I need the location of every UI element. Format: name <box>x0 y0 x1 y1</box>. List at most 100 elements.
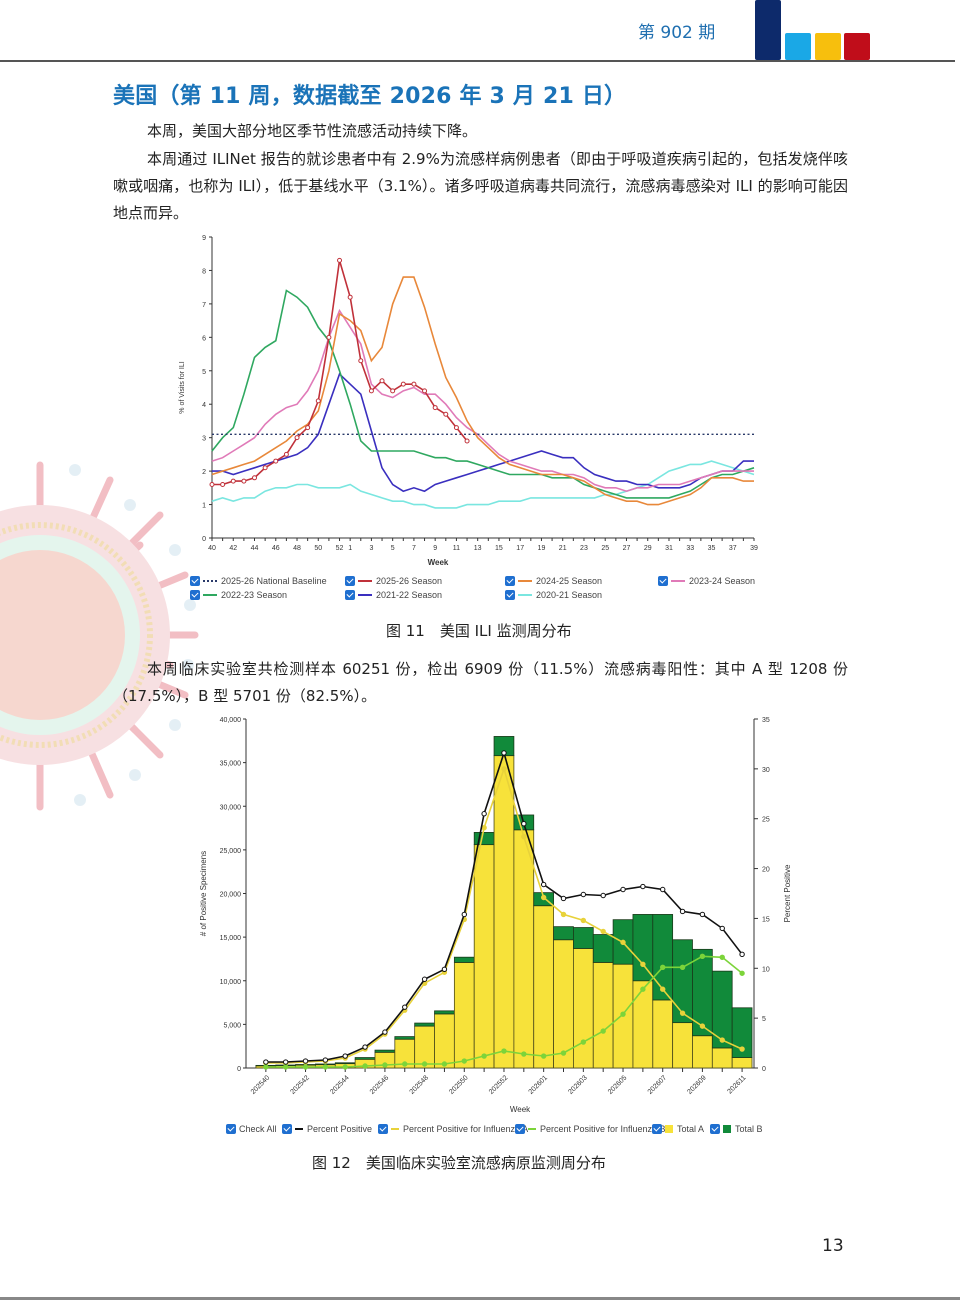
svg-text:15: 15 <box>762 916 770 923</box>
svg-text:8: 8 <box>202 268 206 275</box>
svg-text:5: 5 <box>391 545 395 552</box>
legend-label: Total A <box>677 1124 705 1134</box>
legend-item-percent-positive-for-influenza-b[interactable]: Percent Positive for Influenza B <box>515 1124 666 1134</box>
svg-text:39: 39 <box>750 545 758 552</box>
checkbox-checked-icon[interactable] <box>190 576 200 586</box>
svg-text:202611: 202611 <box>726 1074 747 1095</box>
checkbox-checked-icon[interactable] <box>345 590 355 600</box>
legend-item-2020-21-season[interactable]: 2020-21 Season <box>505 590 602 600</box>
checkbox-checked-icon[interactable] <box>515 1124 525 1134</box>
legend-item-2021-22-season[interactable]: 2021-22 Season <box>345 590 442 600</box>
svg-text:9: 9 <box>202 235 206 242</box>
svg-text:202544: 202544 <box>329 1074 351 1096</box>
logo-bar-cyan <box>785 33 811 60</box>
legend-item-total-a[interactable]: Total A <box>652 1124 704 1134</box>
legend-item-2022-23-season[interactable]: 2022-23 Season <box>190 590 287 600</box>
legend-item-check-all[interactable]: Check All <box>226 1124 277 1134</box>
legend-swatch <box>391 1128 399 1130</box>
svg-text:202607: 202607 <box>647 1074 669 1096</box>
figure12-caption: 图 12 美国临床实验室流感病原监测周分布 <box>312 1154 606 1172</box>
legend-swatch <box>671 580 685 582</box>
svg-text:7: 7 <box>202 302 206 309</box>
svg-text:202548: 202548 <box>409 1074 431 1096</box>
svg-text:0: 0 <box>202 536 206 543</box>
svg-text:35: 35 <box>762 717 770 724</box>
legend-item-2025-26-season[interactable]: 2025-26 Season <box>345 576 442 586</box>
svg-text:202550: 202550 <box>448 1074 470 1096</box>
legend-swatch <box>358 580 372 582</box>
svg-text:27: 27 <box>623 545 631 552</box>
svg-text:20,000: 20,000 <box>220 892 242 899</box>
svg-text:202542: 202542 <box>289 1074 311 1096</box>
svg-text:202605: 202605 <box>607 1074 629 1096</box>
svg-text:1: 1 <box>202 503 206 510</box>
paragraph-ili: 本周通过 ILINet 报告的就诊患者中有 2.9%为流感样病例患者（即由于呼吸… <box>113 150 848 222</box>
legend-item-percent-positive[interactable]: Percent Positive <box>282 1124 372 1134</box>
svg-text:30,000: 30,000 <box>220 804 242 811</box>
legend-label: Percent Positive <box>307 1124 373 1134</box>
svg-text:20: 20 <box>762 867 770 874</box>
issue-number: 第 902 期 <box>638 23 716 43</box>
legend-swatch <box>295 1128 303 1130</box>
checkbox-checked-icon[interactable] <box>658 576 668 586</box>
legend-item-percent-positive-for-influenza-a[interactable]: Percent Positive for Influenza A <box>378 1124 528 1134</box>
checkbox-checked-icon[interactable] <box>710 1124 720 1134</box>
svg-text:10,000: 10,000 <box>220 979 242 986</box>
checkbox-checked-icon[interactable] <box>652 1124 662 1134</box>
legend-label: Check All <box>239 1124 277 1134</box>
svg-text:10: 10 <box>762 966 770 973</box>
svg-text:25: 25 <box>601 545 609 552</box>
svg-text:202601: 202601 <box>528 1074 550 1096</box>
checkbox-checked-icon[interactable] <box>345 576 355 586</box>
legend-item-2024-25-season[interactable]: 2024-25 Season <box>505 576 602 586</box>
legend-label: 2024-25 Season <box>536 576 603 586</box>
svg-text:6: 6 <box>202 335 206 342</box>
svg-text:4: 4 <box>202 402 206 409</box>
legend-label: Percent Positive for Influenza A <box>403 1124 529 1134</box>
paragraph-summary: 本周，美国大部分地区季节性流感活动持续下降。 <box>147 122 478 140</box>
legend-label: 2023-24 Season <box>689 576 756 586</box>
svg-text:Week: Week <box>510 1105 531 1114</box>
svg-text:42: 42 <box>229 545 237 552</box>
legend-item-total-b[interactable]: Total B <box>710 1124 763 1134</box>
paragraph-lab: 本周临床实验室共检测样本 60251 份，检出 6909 份（11.5%）流感病… <box>113 660 848 705</box>
legend-swatch <box>518 594 532 596</box>
svg-text:25,000: 25,000 <box>220 848 242 855</box>
svg-text:21: 21 <box>559 545 567 552</box>
checkbox-checked-icon[interactable] <box>190 590 200 600</box>
legend-label: 2021-22 Season <box>376 590 443 600</box>
legend-swatch <box>528 1128 536 1130</box>
legend-label: 2020-21 Season <box>536 590 603 600</box>
checkbox-checked-icon[interactable] <box>505 590 515 600</box>
svg-text:% of Visits for ILI: % of Visits for ILI <box>179 361 186 413</box>
legend-item-2023-24-season[interactable]: 2023-24 Season <box>658 576 755 586</box>
checkbox-checked-icon[interactable] <box>505 576 515 586</box>
svg-text:7: 7 <box>412 545 416 552</box>
svg-text:202540: 202540 <box>250 1074 272 1096</box>
svg-text:50: 50 <box>314 545 322 552</box>
svg-text:# of Positive Specimens: # of Positive Specimens <box>199 851 208 936</box>
svg-text:29: 29 <box>644 545 652 552</box>
svg-text:40: 40 <box>208 545 216 552</box>
svg-text:48: 48 <box>293 545 301 552</box>
svg-text:Percent Positive: Percent Positive <box>783 864 792 922</box>
svg-text:202552: 202552 <box>488 1074 510 1096</box>
legend-item-2025-26-national-baseline[interactable]: 2025-26 National Baseline <box>190 576 327 586</box>
legend-label: 2022-23 Season <box>221 590 288 600</box>
lab-bar-chart: 0 5,000 10,000 15,000 20,000 25,000 30,000 35,0… <box>199 717 792 1114</box>
figure11-caption: 图 11 美国 ILI 监测周分布 <box>386 622 572 640</box>
svg-text:5,000: 5,000 <box>223 1022 241 1029</box>
logo-bar-red <box>844 33 870 60</box>
svg-text:202609: 202609 <box>686 1074 708 1096</box>
svg-text:Week: Week <box>428 558 449 567</box>
footer-divider <box>0 1297 960 1300</box>
legend-swatch <box>358 594 372 596</box>
svg-text:202546: 202546 <box>369 1074 391 1096</box>
page-number: 13 <box>822 1236 844 1256</box>
checkbox-checked-icon[interactable] <box>226 1124 236 1134</box>
checkbox-checked-icon[interactable] <box>378 1124 388 1134</box>
checkbox-checked-icon[interactable] <box>282 1124 292 1134</box>
svg-text:3: 3 <box>369 545 373 552</box>
svg-text:3: 3 <box>202 436 206 443</box>
